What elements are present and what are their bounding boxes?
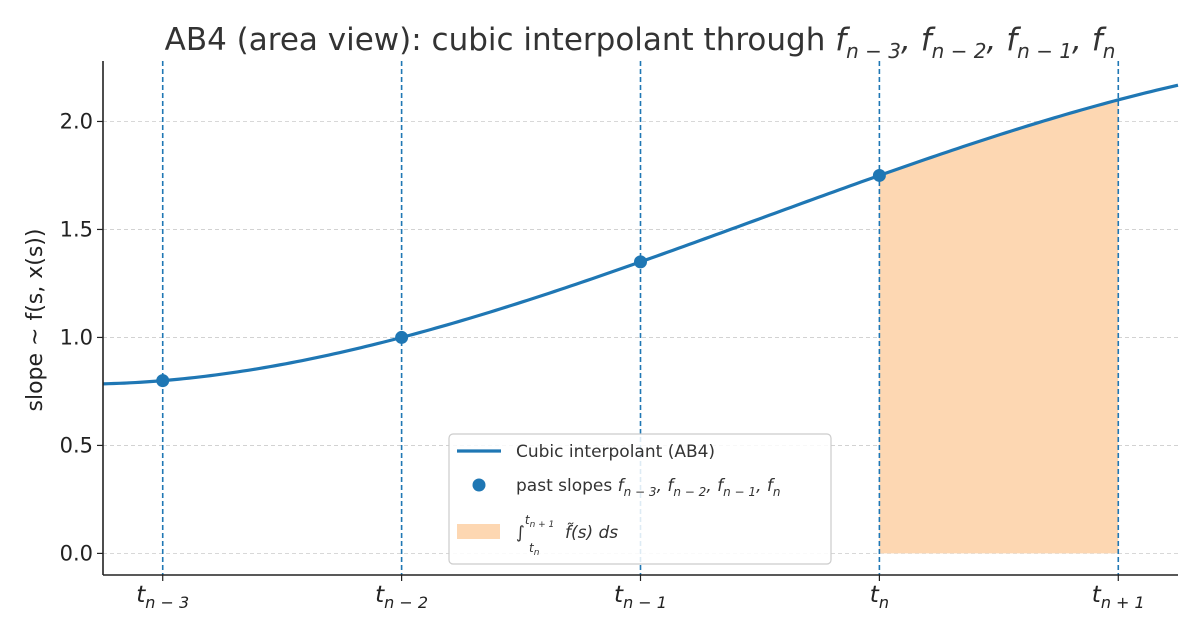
y-axis-label: slope ~ f(s, x(s)): [23, 229, 48, 412]
x-tick-label: tn − 2: [375, 582, 428, 612]
legend-frame: [448, 433, 832, 565]
y-tick-label: 0.0: [60, 541, 93, 565]
area-layer: [879, 99, 1119, 554]
integral-area: [879, 99, 1119, 554]
y-tick-label: 0.5: [60, 433, 93, 457]
past-slope-point: [872, 168, 886, 182]
points-layer: [156, 168, 886, 388]
y-ticks: 0.0 0.5 1.0 1.5 2.0: [60, 109, 103, 565]
legend-point-swatch: [472, 478, 486, 492]
x-tick-label: tn + 1: [1092, 582, 1145, 612]
legend-line-label: Cubic interpolant (AB4): [516, 442, 715, 462]
legend-area-swatch: [457, 524, 500, 539]
y-tick-label: 1.0: [60, 325, 93, 349]
x-ticks: tn − 3 tn − 2 tn − 1 tn tn + 1: [136, 575, 1145, 612]
chart-title: AB4 (area view): cubic interpolant throu…: [165, 22, 1116, 63]
legend-area-label: ∫tn + 1 tnf̃(s) ds: [516, 513, 618, 558]
past-slope-point: [634, 255, 647, 269]
past-slope-point: [395, 330, 409, 344]
past-slope-point: [156, 374, 170, 388]
x-tick-label: tn − 3: [136, 582, 189, 612]
y-tick-label: 2.0: [60, 109, 93, 133]
y-tick-label: 1.5: [60, 217, 93, 241]
legend: Cubic interpolant (AB4) past slopes fn −…: [448, 433, 832, 565]
legend-points-label: past slopes fn − 3, fn − 2, fn − 1, fn: [516, 476, 781, 499]
x-tick-label: tn − 1: [614, 582, 667, 612]
x-tick-label: tn: [870, 582, 889, 612]
